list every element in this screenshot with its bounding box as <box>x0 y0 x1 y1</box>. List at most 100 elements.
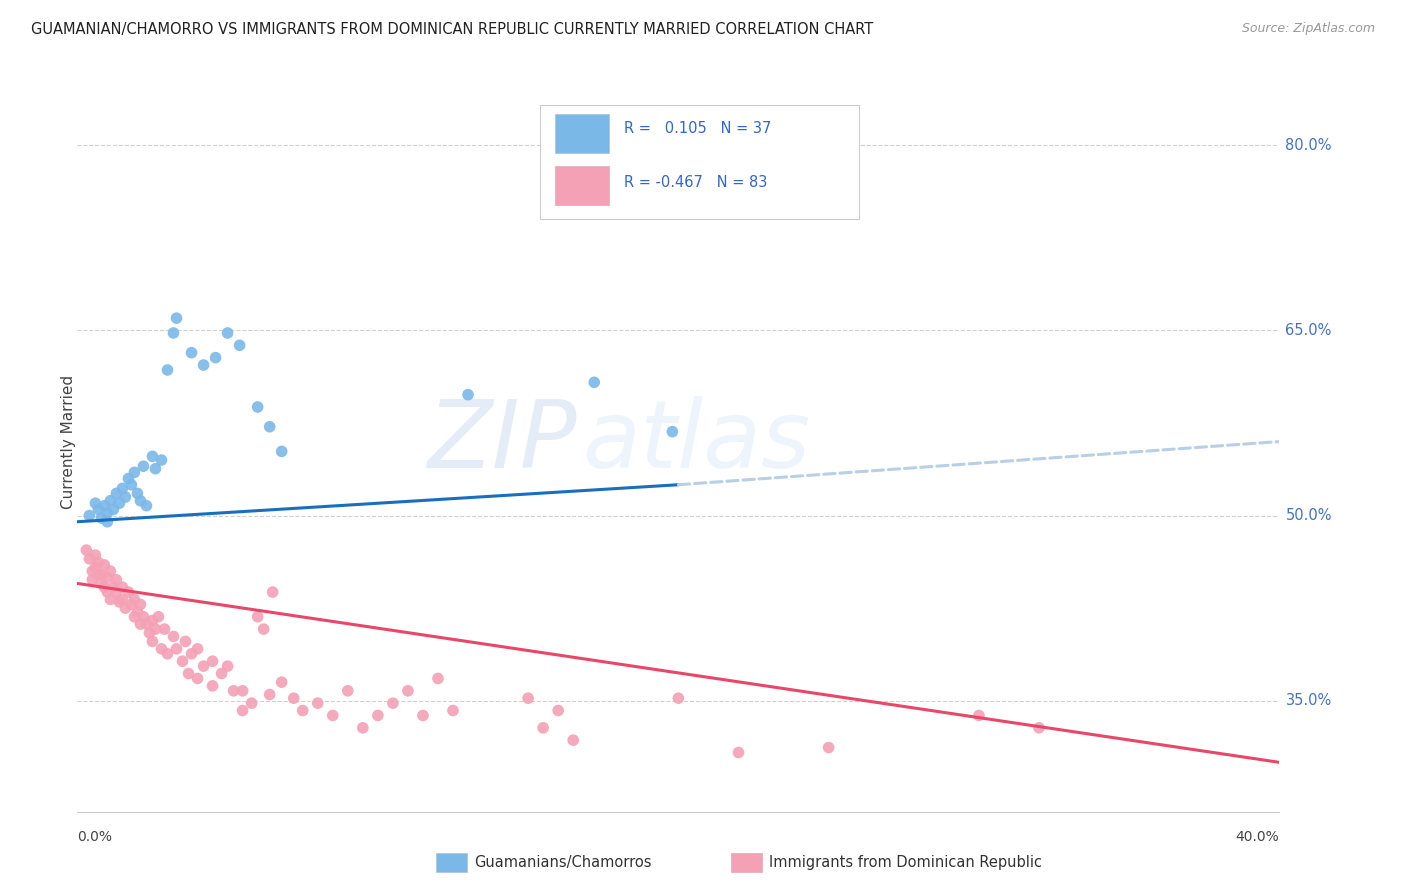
Text: 35.0%: 35.0% <box>1285 693 1331 708</box>
Point <box>259 688 281 702</box>
Point <box>246 400 269 414</box>
Point <box>84 548 107 562</box>
Point <box>172 654 194 668</box>
Point <box>817 740 839 755</box>
Point <box>129 598 152 612</box>
Point <box>166 641 188 656</box>
Point <box>82 573 104 587</box>
Point <box>108 496 131 510</box>
Point <box>96 585 118 599</box>
Point <box>396 683 419 698</box>
Point <box>246 609 269 624</box>
Point <box>186 672 209 686</box>
Point <box>150 453 173 467</box>
Point <box>162 630 184 644</box>
Point <box>141 614 163 628</box>
Point <box>457 387 479 401</box>
Point <box>180 647 202 661</box>
Point <box>108 595 131 609</box>
Point <box>93 558 115 572</box>
Point <box>145 461 167 475</box>
Point <box>79 551 101 566</box>
Point <box>441 704 464 718</box>
Point <box>201 679 224 693</box>
Point <box>531 721 554 735</box>
Point <box>87 567 110 582</box>
Point <box>240 696 263 710</box>
Point <box>96 570 118 584</box>
Point <box>132 609 155 624</box>
Point <box>232 683 254 698</box>
Point <box>204 351 226 365</box>
Point <box>103 580 125 594</box>
Text: GUAMANIAN/CHAMORRO VS IMMIGRANTS FROM DOMINICAN REPUBLIC CURRENTLY MARRIED CORRE: GUAMANIAN/CHAMORRO VS IMMIGRANTS FROM DO… <box>31 22 873 37</box>
Point <box>105 573 128 587</box>
Point <box>232 704 254 718</box>
Point <box>668 691 690 706</box>
Point <box>100 592 122 607</box>
Point <box>270 675 292 690</box>
Point <box>661 425 683 439</box>
Point <box>150 641 173 656</box>
Point <box>283 691 305 706</box>
Text: 0.0%: 0.0% <box>77 830 112 844</box>
Point <box>87 502 110 516</box>
Point <box>141 634 163 648</box>
Point <box>180 345 202 359</box>
Point <box>352 721 374 735</box>
Point <box>84 560 107 574</box>
Point <box>105 585 128 599</box>
Point <box>412 708 434 723</box>
Point <box>138 625 160 640</box>
Y-axis label: Currently Married: Currently Married <box>62 375 76 508</box>
Text: R = -0.467   N = 83: R = -0.467 N = 83 <box>624 175 768 190</box>
Text: 50.0%: 50.0% <box>1285 508 1331 523</box>
Point <box>228 338 250 352</box>
Point <box>367 708 389 723</box>
Point <box>141 450 163 464</box>
Point <box>336 683 359 698</box>
Point <box>177 666 200 681</box>
Point <box>517 691 540 706</box>
Point <box>156 363 179 377</box>
Point <box>253 622 276 636</box>
Point <box>307 696 329 710</box>
Text: Source: ZipAtlas.com: Source: ZipAtlas.com <box>1241 22 1375 36</box>
Point <box>100 493 122 508</box>
Point <box>547 704 569 718</box>
Point <box>120 598 142 612</box>
Point <box>291 704 314 718</box>
Point <box>132 459 155 474</box>
Point <box>583 376 606 390</box>
Text: ZIP: ZIP <box>426 396 576 487</box>
Point <box>84 496 107 510</box>
Point <box>96 506 118 520</box>
Point <box>427 672 450 686</box>
Point <box>127 605 149 619</box>
Point <box>153 622 176 636</box>
Point <box>148 609 170 624</box>
FancyBboxPatch shape <box>554 166 609 204</box>
Point <box>90 567 112 582</box>
Point <box>111 592 134 607</box>
Point <box>222 683 245 698</box>
Point <box>129 617 152 632</box>
Point <box>124 609 146 624</box>
Point <box>967 708 990 723</box>
Point <box>120 477 142 491</box>
Point <box>193 659 215 673</box>
Point <box>259 419 281 434</box>
Point <box>124 592 146 607</box>
Point <box>103 502 125 516</box>
Point <box>111 482 134 496</box>
Point <box>114 490 136 504</box>
Text: 80.0%: 80.0% <box>1285 138 1331 153</box>
Point <box>90 576 112 591</box>
Point <box>162 326 184 340</box>
Point <box>79 508 101 523</box>
Point <box>156 647 179 661</box>
Point <box>217 659 239 673</box>
Point <box>727 746 749 760</box>
Point <box>82 564 104 578</box>
Point <box>127 486 149 500</box>
